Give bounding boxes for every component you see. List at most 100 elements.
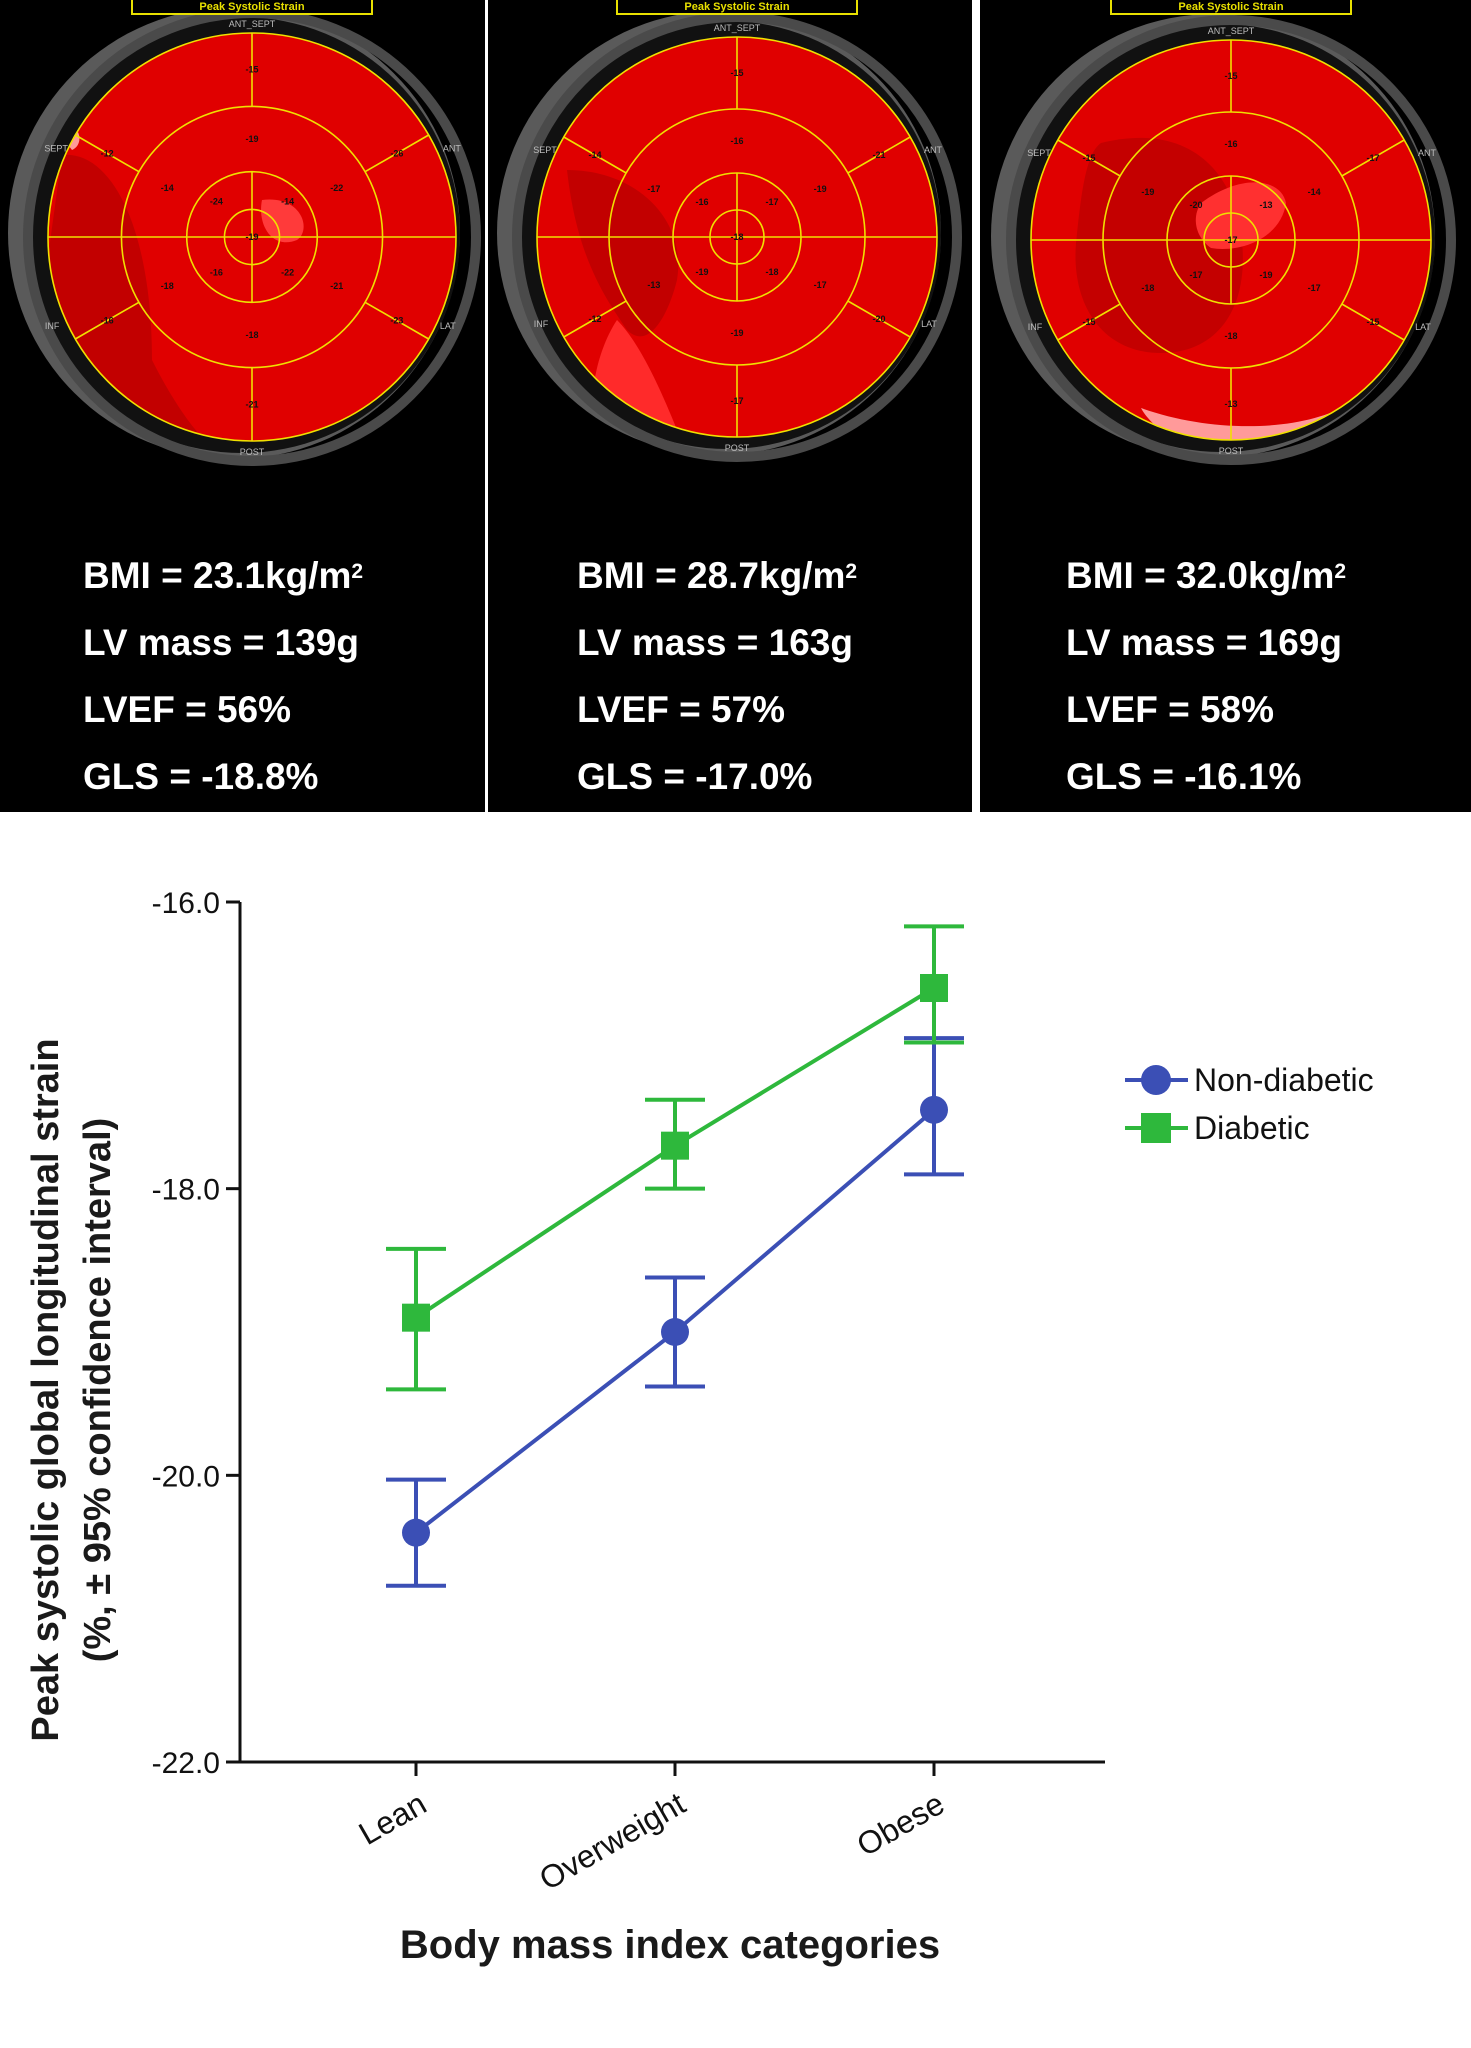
- bullseye-plot: Peak Systolic Strain ANT_SEPT ANT LAT POST IN…: [497, 0, 962, 462]
- lv-mass-text: LV mass = 163g: [577, 622, 853, 663]
- segment-value: -15: [1082, 317, 1095, 327]
- label-inf: INF: [534, 319, 549, 329]
- label-ant-sept: ANT_SEPT: [229, 19, 276, 29]
- header-box: [1110, 0, 1352, 15]
- label-post: POST: [240, 447, 265, 457]
- bullseye-panel-lean: Peak Systolic Strain ANT_SEPT ANT LAT POST IN…: [0, 0, 485, 812]
- segment-value: -15: [245, 65, 258, 75]
- lvef-text: LVEF = 56%: [83, 689, 292, 730]
- segment-value: -22: [330, 183, 343, 193]
- segment-divider: [1341, 139, 1405, 177]
- bullseye-panels: Peak Systolic Strain ANT_SEPT ANT LAT POST IN…: [0, 0, 1471, 812]
- panel-header-text: Peak Systolic Strain: [1178, 1, 1283, 13]
- strain-line-chart: Peak systolic global longitudinal strain…: [25, 887, 1374, 1967]
- segment-value: -14: [281, 196, 294, 206]
- segment-divider: [563, 300, 627, 338]
- x-tick-label: Overweight: [533, 1785, 691, 1897]
- segment-divider: [563, 136, 627, 174]
- panel-stats: BMI = 23.1kg/m2 LV mass = 139g LVEF = 56…: [83, 542, 485, 810]
- series-diabetic: [386, 924, 964, 1392]
- segment-value: -21: [873, 150, 886, 160]
- segment-value: -12: [588, 314, 601, 324]
- segment-value: -19: [245, 134, 258, 144]
- segment-value: -17: [1189, 270, 1202, 280]
- segment-divider: [847, 300, 911, 338]
- segment-value: -22: [281, 268, 294, 278]
- segment-value: -17: [1367, 153, 1380, 163]
- label-ant-sept: ANT_SEPT: [714, 23, 761, 33]
- segment-value: -16: [695, 197, 708, 207]
- segment-value: -17: [1308, 283, 1321, 293]
- segment-value: -17: [730, 396, 743, 406]
- panel-header-text: Peak Systolic Strain: [199, 1, 304, 13]
- data-point: [402, 1303, 430, 1332]
- segment-value: -19: [814, 184, 827, 194]
- segment-value: -17: [647, 184, 660, 194]
- label-inf: INF: [1028, 322, 1043, 332]
- label-sept: SEPT: [44, 143, 68, 153]
- segment-divider: [364, 134, 430, 173]
- segment-divider: [364, 301, 430, 340]
- label-ant: ANT: [924, 145, 943, 155]
- gls-text: GLS = -18.8%: [83, 756, 319, 797]
- segment-value: -15: [730, 68, 743, 78]
- gls-text: GLS = -16.1%: [1066, 756, 1302, 797]
- segment-value: -18: [765, 267, 778, 277]
- data-point: [920, 1095, 948, 1124]
- y-tick-label: -22.0: [152, 1747, 220, 1780]
- segment-value: -14: [588, 150, 601, 160]
- data-point: [920, 974, 948, 1002]
- segment-value: -24: [210, 196, 223, 206]
- segment-value: -16: [1224, 139, 1237, 149]
- y-axis-label: Peak systolic global longitudinal strain: [25, 1038, 67, 1741]
- x-tick-label: Lean: [353, 1785, 433, 1852]
- panel-stats: BMI = 28.7kg/m2 LV mass = 163g LVEF = 57…: [577, 542, 972, 810]
- segment-value: -18: [245, 330, 258, 340]
- x-axis-label: Body mass index categories: [400, 1923, 940, 1967]
- data-point: [661, 1318, 689, 1346]
- header-box: [131, 0, 373, 15]
- x-tick-label: Obese: [851, 1785, 951, 1863]
- segment-value: -19: [1259, 270, 1272, 280]
- segment-value: -13: [647, 280, 660, 290]
- strain-region: [261, 199, 304, 243]
- label-lat: LAT: [440, 321, 456, 331]
- segment-value: -16: [101, 316, 114, 326]
- segment-value: -15: [1224, 71, 1237, 81]
- segment-divider: [74, 301, 140, 340]
- segment-divider: [74, 134, 140, 173]
- label-lat: LAT: [1415, 322, 1431, 332]
- y-tick-label: -20.0: [152, 1460, 220, 1493]
- bmi-text: BMI = 28.7kg/m2: [577, 555, 858, 596]
- label-sept: SEPT: [533, 145, 557, 155]
- segment-value: -18: [1141, 283, 1154, 293]
- lvef-text: LVEF = 58%: [1066, 689, 1275, 730]
- label-sept: SEPT: [1027, 148, 1051, 158]
- segment-divider: [1341, 303, 1405, 341]
- panel-header-text: Peak Systolic Strain: [684, 1, 789, 13]
- bullseye-panel-overweight: Peak Systolic Strain ANT_SEPT ANT LAT POST IN…: [488, 0, 972, 812]
- bullseye-plot: Peak Systolic Strain ANT_SEPT ANT LAT POST IN…: [8, 0, 481, 466]
- panel-stats: BMI = 32.0kg/m2 LV mass = 169g LVEF = 58…: [1066, 542, 1471, 810]
- segment-value: -14: [1308, 187, 1321, 197]
- segment-value: -17: [814, 280, 827, 290]
- strain-region: [567, 170, 679, 337]
- y-tick-label: -16.0: [152, 887, 220, 920]
- label-post: POST: [1219, 446, 1244, 456]
- bmi-text: BMI = 23.1kg/m2: [83, 555, 364, 596]
- segment-value: -19: [730, 328, 743, 338]
- segment-value: -15: [1082, 153, 1095, 163]
- segment-value: -16: [210, 268, 223, 278]
- label-post: POST: [725, 443, 750, 453]
- segment-value: -15: [1367, 317, 1380, 327]
- outer-ring-band: [1006, 15, 1456, 465]
- series-non-diabetic: [386, 1036, 964, 1588]
- legend-label: Non-diabetic: [1194, 1062, 1374, 1098]
- segment-value: -19: [695, 267, 708, 277]
- segment-value: -23: [390, 316, 403, 326]
- segment-value: -19: [1141, 187, 1154, 197]
- lv-mass-text: LV mass = 139g: [83, 622, 359, 663]
- legend-marker: [1141, 1113, 1171, 1143]
- legend-marker: [1141, 1065, 1171, 1095]
- legend-label: Diabetic: [1194, 1110, 1310, 1146]
